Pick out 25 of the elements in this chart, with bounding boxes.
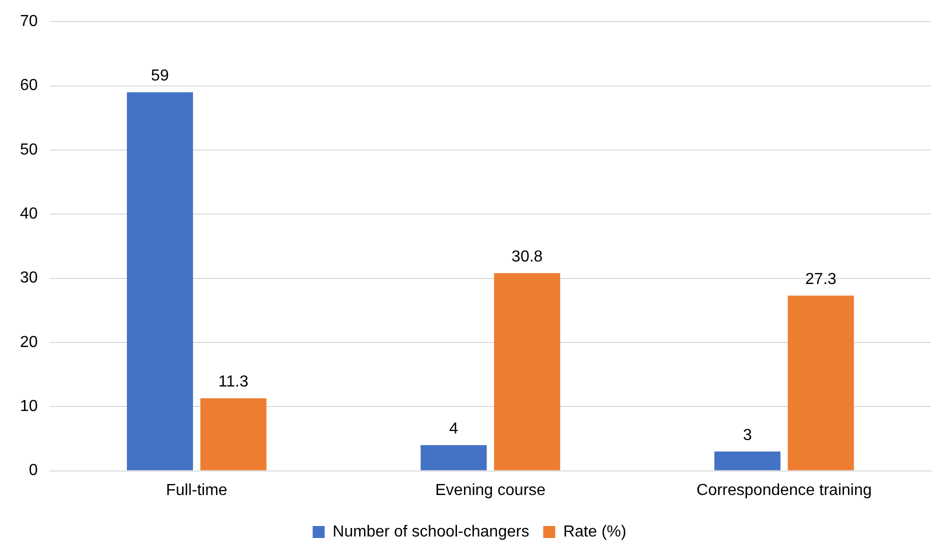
data-label: 27.3	[805, 271, 837, 288]
y-tick-label: 10	[20, 398, 38, 416]
bar	[200, 398, 266, 470]
bar	[714, 452, 780, 470]
y-tick-label: 0	[28, 462, 38, 480]
y-tick-label: 20	[20, 334, 38, 351]
data-label: 59	[151, 68, 169, 85]
y-tick-label: 50	[20, 141, 38, 158]
x-tick-label: Evening course	[435, 482, 546, 499]
data-label: 11.3	[218, 374, 248, 391]
y-tick-label: 40	[20, 206, 38, 223]
bar	[788, 296, 854, 470]
bar	[126, 92, 193, 470]
bar	[420, 445, 487, 470]
legend-label: Rate (%)	[563, 523, 626, 540]
data-label: 4	[449, 420, 458, 438]
x-tick-label: Full-time	[166, 482, 228, 499]
x-tick-label: Correspondence training	[696, 482, 872, 499]
data-label: 3	[742, 426, 752, 444]
y-tick-label: 30	[20, 270, 38, 287]
y-tick-label: 60	[20, 77, 38, 94]
bar	[494, 273, 560, 470]
data-label: 30.8	[512, 248, 543, 266]
y-tick-label: 70	[20, 13, 38, 30]
legend-label: Number of school-changers	[332, 523, 530, 540]
